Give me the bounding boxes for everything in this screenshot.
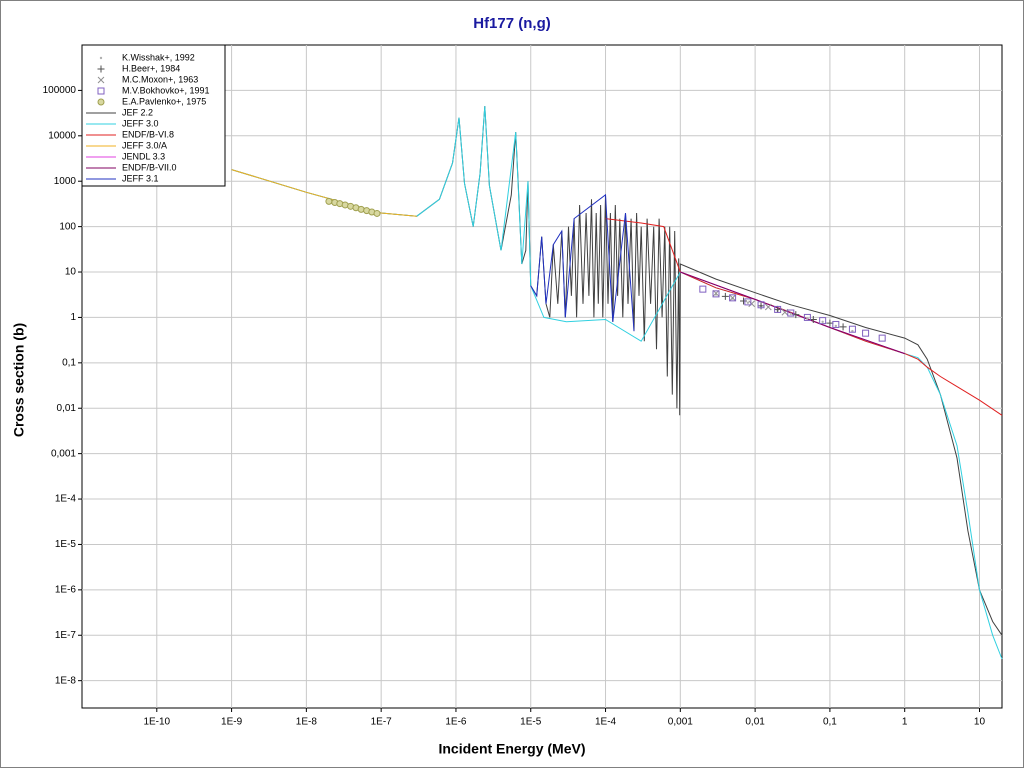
data-point xyxy=(97,98,105,106)
legend-label: JEFF 3.1 xyxy=(122,173,159,183)
legend-label: ENDF/B-VI.8 xyxy=(122,129,174,139)
data-point xyxy=(774,305,782,313)
data-point xyxy=(787,309,795,317)
x-tick-label: 1 xyxy=(902,717,908,728)
y-axis-label: Cross section (b) xyxy=(11,323,27,437)
x-tick-label: 1E-5 xyxy=(520,717,542,728)
y-tick-label: 0,01 xyxy=(57,403,77,414)
legend-label: K.Wisshak+, 1992 xyxy=(122,52,195,62)
data-point xyxy=(729,294,736,302)
data-point xyxy=(803,313,811,321)
y-tick-label: 1E-7 xyxy=(55,630,77,641)
data-point xyxy=(832,320,840,328)
data-point xyxy=(839,323,847,331)
data-point xyxy=(819,317,827,325)
series-line xyxy=(605,218,1003,416)
data-point xyxy=(373,209,381,217)
legend-label: E.A.Pavlenko+, 1975 xyxy=(122,96,206,106)
data-point xyxy=(99,56,103,60)
data-point xyxy=(740,297,748,305)
data-point xyxy=(764,303,772,311)
data-point xyxy=(712,290,720,298)
y-tick-label: 1E-8 xyxy=(55,675,77,686)
legend-label: JEFF 3.0/A xyxy=(122,140,167,150)
data-point xyxy=(809,316,817,324)
y-tick-label: 1000 xyxy=(54,176,77,187)
data-point xyxy=(757,301,765,309)
data-point xyxy=(781,308,789,316)
marks xyxy=(231,106,1003,660)
grid: 1E-10 1E-9 1E-8 1E-7 1E-6 1E-5 1E-4 0,001 0,01 0,… xyxy=(43,45,1002,728)
data-point xyxy=(789,312,792,316)
data-point xyxy=(878,334,886,342)
data-point xyxy=(97,76,105,84)
data-point xyxy=(746,301,750,304)
x-tick-label: 10 xyxy=(974,717,986,728)
data-point xyxy=(325,197,333,205)
x-tick-label: 1E-4 xyxy=(595,717,617,728)
data-point xyxy=(851,329,854,333)
legend-label: H.Beer+, 1984 xyxy=(122,63,180,73)
y-tick-label: 0,001 xyxy=(51,448,76,459)
data-point xyxy=(357,205,365,213)
y-tick-label: 100 xyxy=(59,221,76,232)
x-tick-label: 0,01 xyxy=(745,717,765,728)
series-line xyxy=(231,106,1003,660)
data-point xyxy=(834,324,838,328)
y-tick-label: 1E-5 xyxy=(55,539,77,550)
data-point xyxy=(97,65,105,73)
x-tick-label: 0,001 xyxy=(668,717,693,728)
y-tick-label: 1E-4 xyxy=(55,494,77,505)
y-tick-label: 0,1 xyxy=(62,357,76,368)
data-point xyxy=(97,87,105,95)
chart-title: Hf177 (n,g) xyxy=(473,15,551,32)
y-tick-label: 10 xyxy=(65,267,77,278)
legend-label: ENDF/B-VII.0 xyxy=(122,162,177,172)
legend-label: M.V.Bokhovko+, 1991 xyxy=(122,85,209,95)
legend-label: JEF 2.2 xyxy=(122,107,153,117)
data-point xyxy=(721,292,729,300)
x-tick-label: 1E-10 xyxy=(143,717,170,728)
data-point xyxy=(748,300,756,308)
y-tick-label: 100000 xyxy=(43,85,77,96)
data-point xyxy=(848,325,856,333)
x-tick-label: 1E-8 xyxy=(296,717,318,728)
data-point xyxy=(821,320,824,324)
legend-label: M.C.Moxon+, 1963 xyxy=(122,74,198,84)
data-point xyxy=(806,317,809,320)
x-tick-label: 0,1 xyxy=(823,717,837,728)
y-tick-label: 1 xyxy=(70,312,76,323)
series-line xyxy=(530,193,635,332)
data-point xyxy=(862,329,870,337)
data-point xyxy=(774,305,782,313)
legend-label: JENDL 3.3 xyxy=(122,151,165,161)
data-point xyxy=(744,298,752,306)
x-tick-label: 1E-7 xyxy=(371,717,393,728)
legend-box xyxy=(81,44,226,187)
y-tick-label: 10000 xyxy=(48,130,76,141)
series-line xyxy=(680,271,905,355)
y-tick-label: 1E-6 xyxy=(55,584,77,595)
x-axis-label: Incident Energy (MeV) xyxy=(438,741,585,757)
plot-area xyxy=(81,44,1003,709)
data-point xyxy=(699,285,707,293)
data-point xyxy=(729,294,737,302)
data-point xyxy=(826,319,834,327)
legend-label: JEFF 3.0 xyxy=(122,118,159,128)
x-tick-label: 1E-6 xyxy=(445,717,467,728)
x-tick-label: 1E-9 xyxy=(221,717,243,728)
